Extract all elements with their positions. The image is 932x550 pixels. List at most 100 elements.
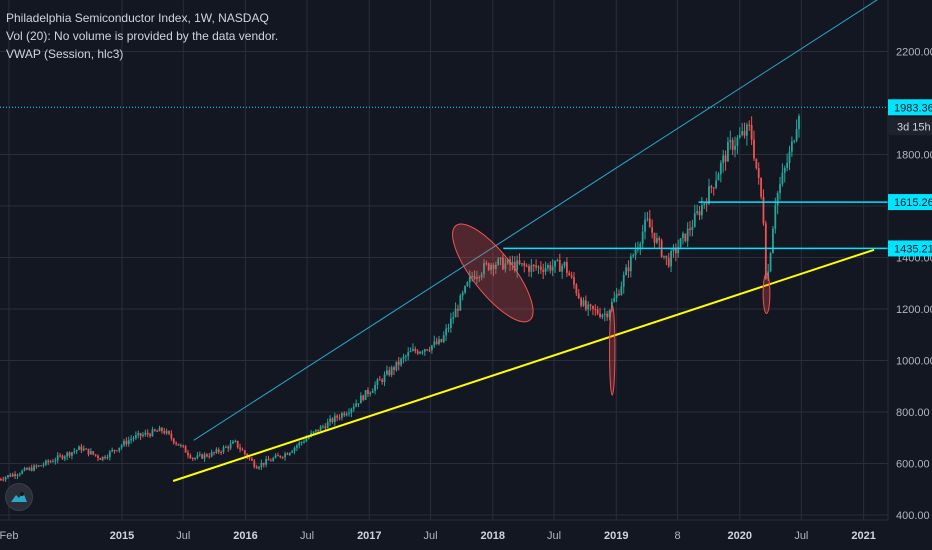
candle-body: [357, 403, 360, 405]
candle-body: [601, 314, 604, 317]
candle-body: [682, 233, 684, 239]
candle-body: [407, 352, 410, 357]
candle-body: [144, 432, 147, 435]
candle-body: [376, 379, 379, 385]
candle-body: [281, 457, 284, 459]
candle-body: [139, 433, 142, 437]
candle-body: [68, 452, 71, 456]
legend-symbol[interactable]: Philadelphia Semiconductor Index, 1W, NA…: [6, 11, 269, 25]
candle-body: [731, 140, 734, 150]
candle-body: [755, 158, 758, 169]
candle-body: [760, 177, 762, 197]
candle-body: [101, 456, 104, 460]
candle-body: [253, 460, 256, 467]
candle-body: [4, 477, 7, 480]
candle-body: [575, 284, 578, 294]
candle-body: [63, 456, 66, 459]
candle-body: [722, 155, 725, 163]
candle-body: [262, 462, 265, 465]
y-tick-label: 2200.00: [896, 47, 932, 59]
candle-body: [459, 295, 462, 311]
candle-body: [426, 349, 429, 351]
candle-body: [745, 124, 748, 136]
candle-body: [359, 395, 362, 404]
candle-body: [56, 455, 59, 461]
candle-body: [774, 205, 777, 229]
candle-body: [224, 446, 227, 448]
candle-body: [613, 298, 616, 302]
x-tick-label: Jul: [547, 530, 561, 542]
candle-body: [374, 384, 376, 391]
candle-body: [213, 452, 215, 454]
candle-body: [764, 223, 767, 279]
candle-body: [793, 140, 796, 142]
candle-body: [419, 351, 421, 354]
candle-body: [89, 451, 92, 455]
y-tick-label: 400.00: [896, 510, 930, 522]
candle-body: [194, 458, 196, 460]
tradingview-logo[interactable]: [5, 483, 33, 511]
candle-body: [251, 458, 253, 461]
candle-body: [265, 459, 268, 465]
candle-body: [786, 163, 789, 168]
candle-body: [513, 261, 516, 271]
time-axis[interactable]: Feb 2015 Jul 2016 Jul 2017 Jul 2018 Jul 2019 8 2020…: [0, 530, 876, 542]
candle-body: [618, 293, 620, 295]
candle-body: [184, 446, 187, 453]
candle-body: [750, 125, 753, 140]
candle-body: [47, 460, 50, 463]
candle-body: [381, 379, 384, 382]
candle-body: [80, 446, 83, 451]
candle-body: [120, 445, 123, 448]
candle-body: [30, 467, 33, 471]
candle-body: [452, 317, 455, 319]
candle-body: [397, 361, 400, 365]
candle-body: [421, 351, 424, 353]
candle-body: [352, 406, 355, 409]
candle-body: [447, 327, 450, 329]
y-tick-label: 1200.00: [896, 304, 932, 316]
candle-body: [433, 341, 436, 346]
candle-body: [466, 282, 469, 286]
support-trendline: [172, 248, 875, 482]
candle-body: [198, 454, 201, 456]
candle-body: [279, 455, 282, 458]
candle-body: [798, 116, 800, 130]
candle-body: [317, 429, 320, 432]
candle-body: [293, 447, 296, 452]
countdown-label: 3d 15h: [897, 121, 931, 133]
candle-body: [149, 434, 151, 437]
candle-body: [587, 304, 590, 310]
candle-body: [497, 258, 500, 265]
candle-body: [383, 374, 386, 382]
candle-body: [653, 232, 656, 243]
candle-body: [677, 247, 680, 254]
candle-body: [431, 345, 433, 351]
candle-body: [286, 453, 289, 455]
candle-body: [530, 264, 533, 272]
candle-body: [442, 335, 445, 342]
candle-body: [480, 274, 483, 278]
candle-body: [189, 455, 192, 458]
candle-body: [783, 167, 786, 173]
candle-body: [182, 445, 185, 447]
candle-body: [78, 446, 80, 450]
candle-body: [790, 141, 793, 152]
candle-body: [232, 441, 234, 444]
candle-body: [705, 203, 708, 205]
candle-body: [727, 141, 729, 162]
candle-body: [329, 418, 331, 422]
candle-body: [312, 431, 315, 434]
legend-vwap[interactable]: VWAP (Session, hlc3): [6, 47, 124, 61]
candle-body: [641, 231, 644, 244]
x-tick-label: 8: [674, 530, 680, 542]
candle-body: [772, 228, 774, 254]
candle-body: [390, 367, 393, 375]
candle-body: [674, 248, 677, 254]
legend-volume[interactable]: Vol (20): No volume is provided by the d…: [6, 29, 279, 43]
candle-body: [471, 275, 474, 277]
x-tick-label: 2017: [357, 530, 381, 542]
candle-body: [667, 258, 670, 267]
candle-body: [592, 305, 594, 310]
